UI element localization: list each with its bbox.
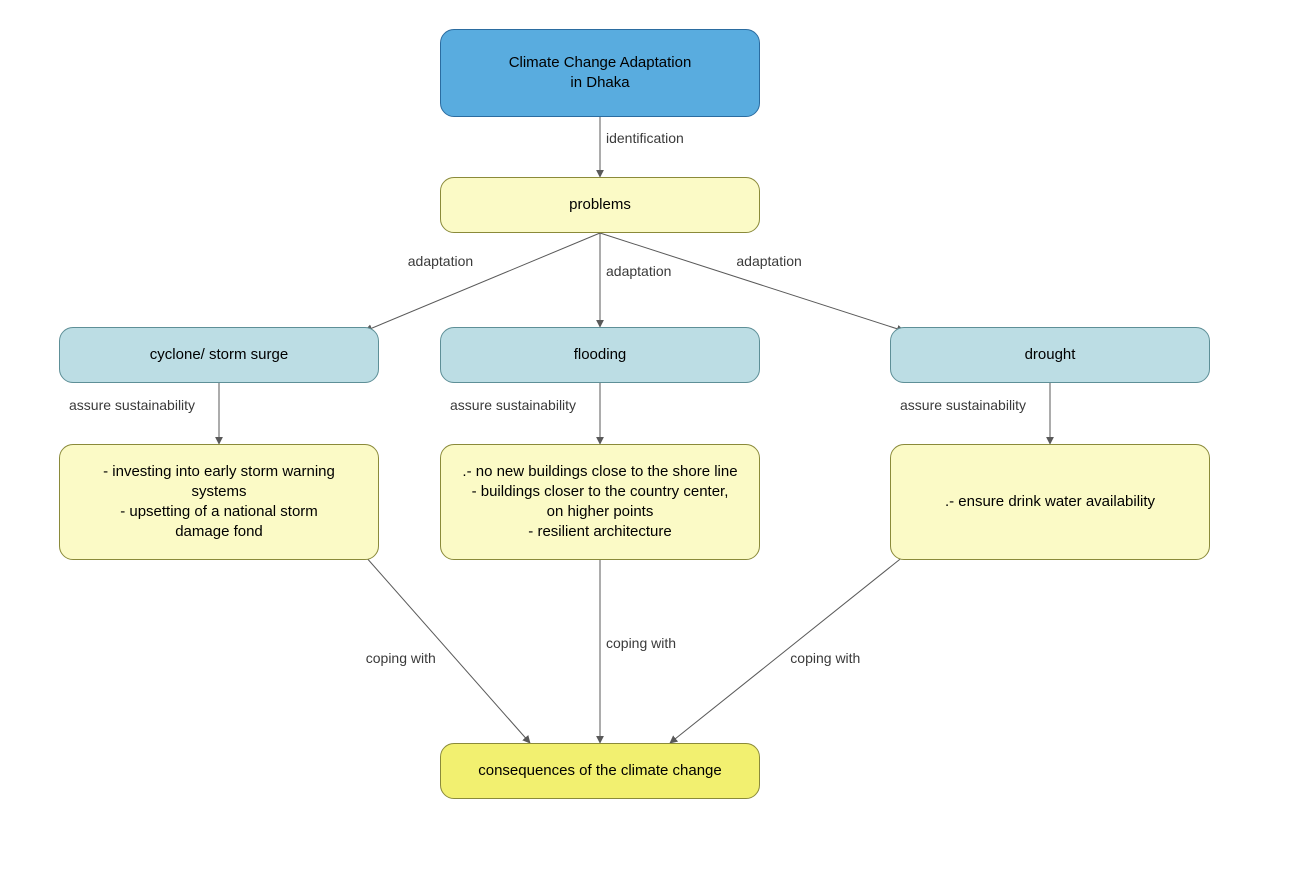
edge-label-problems-to-drought: adaptation: [736, 253, 801, 269]
node-flooding: flooding: [440, 327, 760, 383]
edge-label-drought-to-drought_detail: assure sustainability: [900, 397, 1026, 413]
edge-label-drought_detail-to-consequences: coping with: [790, 650, 860, 666]
edge-label-root-to-problems: identification: [606, 130, 684, 146]
node-cyclone_detail: - investing into early storm warning sys…: [59, 444, 379, 560]
edge-label-problems-to-flooding: adaptation: [606, 263, 671, 279]
edge-label-problems-to-cyclone: adaptation: [408, 253, 473, 269]
node-problems: problems: [440, 177, 760, 233]
node-cyclone: cyclone/ storm surge: [59, 327, 379, 383]
edge-label-cyclone_detail-to-consequences: coping with: [366, 650, 436, 666]
edge-label-flooding_detail-to-consequences: coping with: [606, 635, 676, 651]
edge-label-flooding-to-flooding_detail: assure sustainability: [450, 397, 576, 413]
node-flooding_detail: .- no new buildings close to the shore l…: [440, 444, 760, 560]
node-drought_detail: .- ensure drink water availability: [890, 444, 1210, 560]
diagram-canvas: Climate Change Adaptation in Dhaka proble…: [0, 0, 1296, 879]
edge-label-cyclone-to-cyclone_detail: assure sustainability: [69, 397, 195, 413]
edge-problems-to-cyclone: [365, 233, 600, 331]
edge-problems-to-drought: [600, 233, 904, 331]
node-consequences: consequences of the climate change: [440, 743, 760, 799]
node-root: Climate Change Adaptation in Dhaka: [440, 29, 760, 117]
node-drought: drought: [890, 327, 1210, 383]
edge-drought_detail-to-consequences: [670, 556, 904, 743]
